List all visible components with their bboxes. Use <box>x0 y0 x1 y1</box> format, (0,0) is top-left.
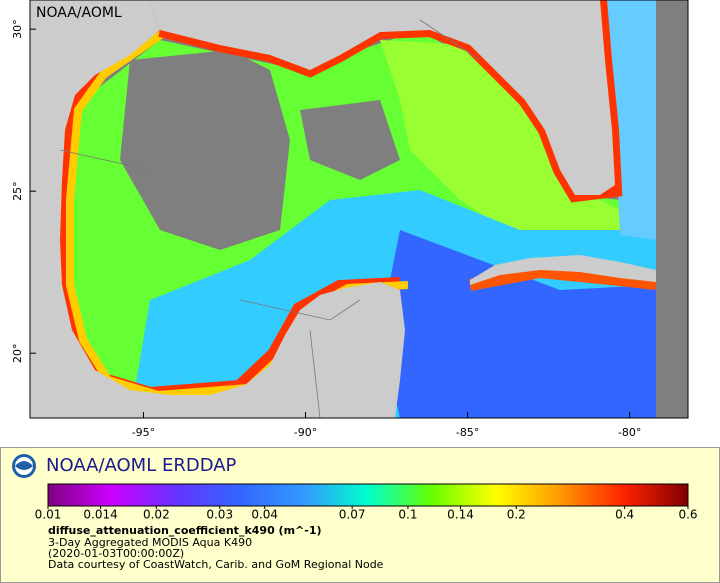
no-data-strip <box>656 0 688 418</box>
colorbar-tick-label: 0.02 <box>143 508 170 522</box>
no-data-patch <box>120 50 290 250</box>
map-axes: -95° -90° -85° -80° 30° 25° 20° <box>11 19 641 439</box>
colorbar-tick-label: 0.2 <box>507 508 526 522</box>
colorbar-tick-label: 0.01 <box>35 508 62 522</box>
land <box>150 0 615 195</box>
border-lines <box>59 19 481 418</box>
colorbar-tick-label: 0.03 <box>206 508 233 522</box>
x-tick-label: -95° <box>132 426 155 439</box>
map-frame <box>29 0 689 419</box>
variable-label: diffuse_attenuation_coefficient_k490 (m^… <box>48 524 322 537</box>
y-tick-label: 25° <box>11 181 24 201</box>
noaa-logo-bird <box>15 461 33 470</box>
colorbar-tick-label: 0.04 <box>251 508 278 522</box>
land <box>30 0 405 418</box>
description-line: (2020-01-03T00:00:00Z) <box>48 547 184 560</box>
water-blue <box>380 230 656 418</box>
colorbar-ramp <box>47 483 689 507</box>
description-line: Data courtesy of CoastWatch, Carib. and … <box>48 558 384 571</box>
colorbar-tick-label: 0.07 <box>339 508 366 522</box>
colorbar-tick-label: 0.014 <box>83 508 117 522</box>
no-data-patch <box>300 100 400 180</box>
colorbar-tick-label: 0.4 <box>615 508 634 522</box>
map-area <box>30 0 688 418</box>
colorbar-tick-label: 0.6 <box>678 508 697 522</box>
map-label: NOAA/AOML <box>36 5 122 21</box>
legend-title: NOAA/AOML ERDDAP <box>46 455 237 476</box>
water-light-green <box>380 40 656 260</box>
y-tick-label: 20° <box>11 343 24 363</box>
x-tick-label: -85° <box>456 426 479 439</box>
colorbar-tick-label: 0.14 <box>447 508 474 522</box>
coastal-high <box>468 265 657 291</box>
description-line: 3-Day Aggregated MODIS Aqua K490 <box>48 536 252 549</box>
colorbar: 0.01 0.014 0.02 0.03 0.04 0.07 0.1 0.14 0.2 0.4 0.… <box>35 483 698 522</box>
water-atlantic <box>600 0 656 240</box>
colorbar-tick-label: 0.1 <box>398 508 417 522</box>
x-tick-label: -90° <box>294 426 317 439</box>
x-tick-label: -80° <box>618 426 641 439</box>
legend-panel <box>0 447 720 583</box>
y-tick-label: 30° <box>11 19 24 38</box>
land-cuba <box>470 255 656 285</box>
